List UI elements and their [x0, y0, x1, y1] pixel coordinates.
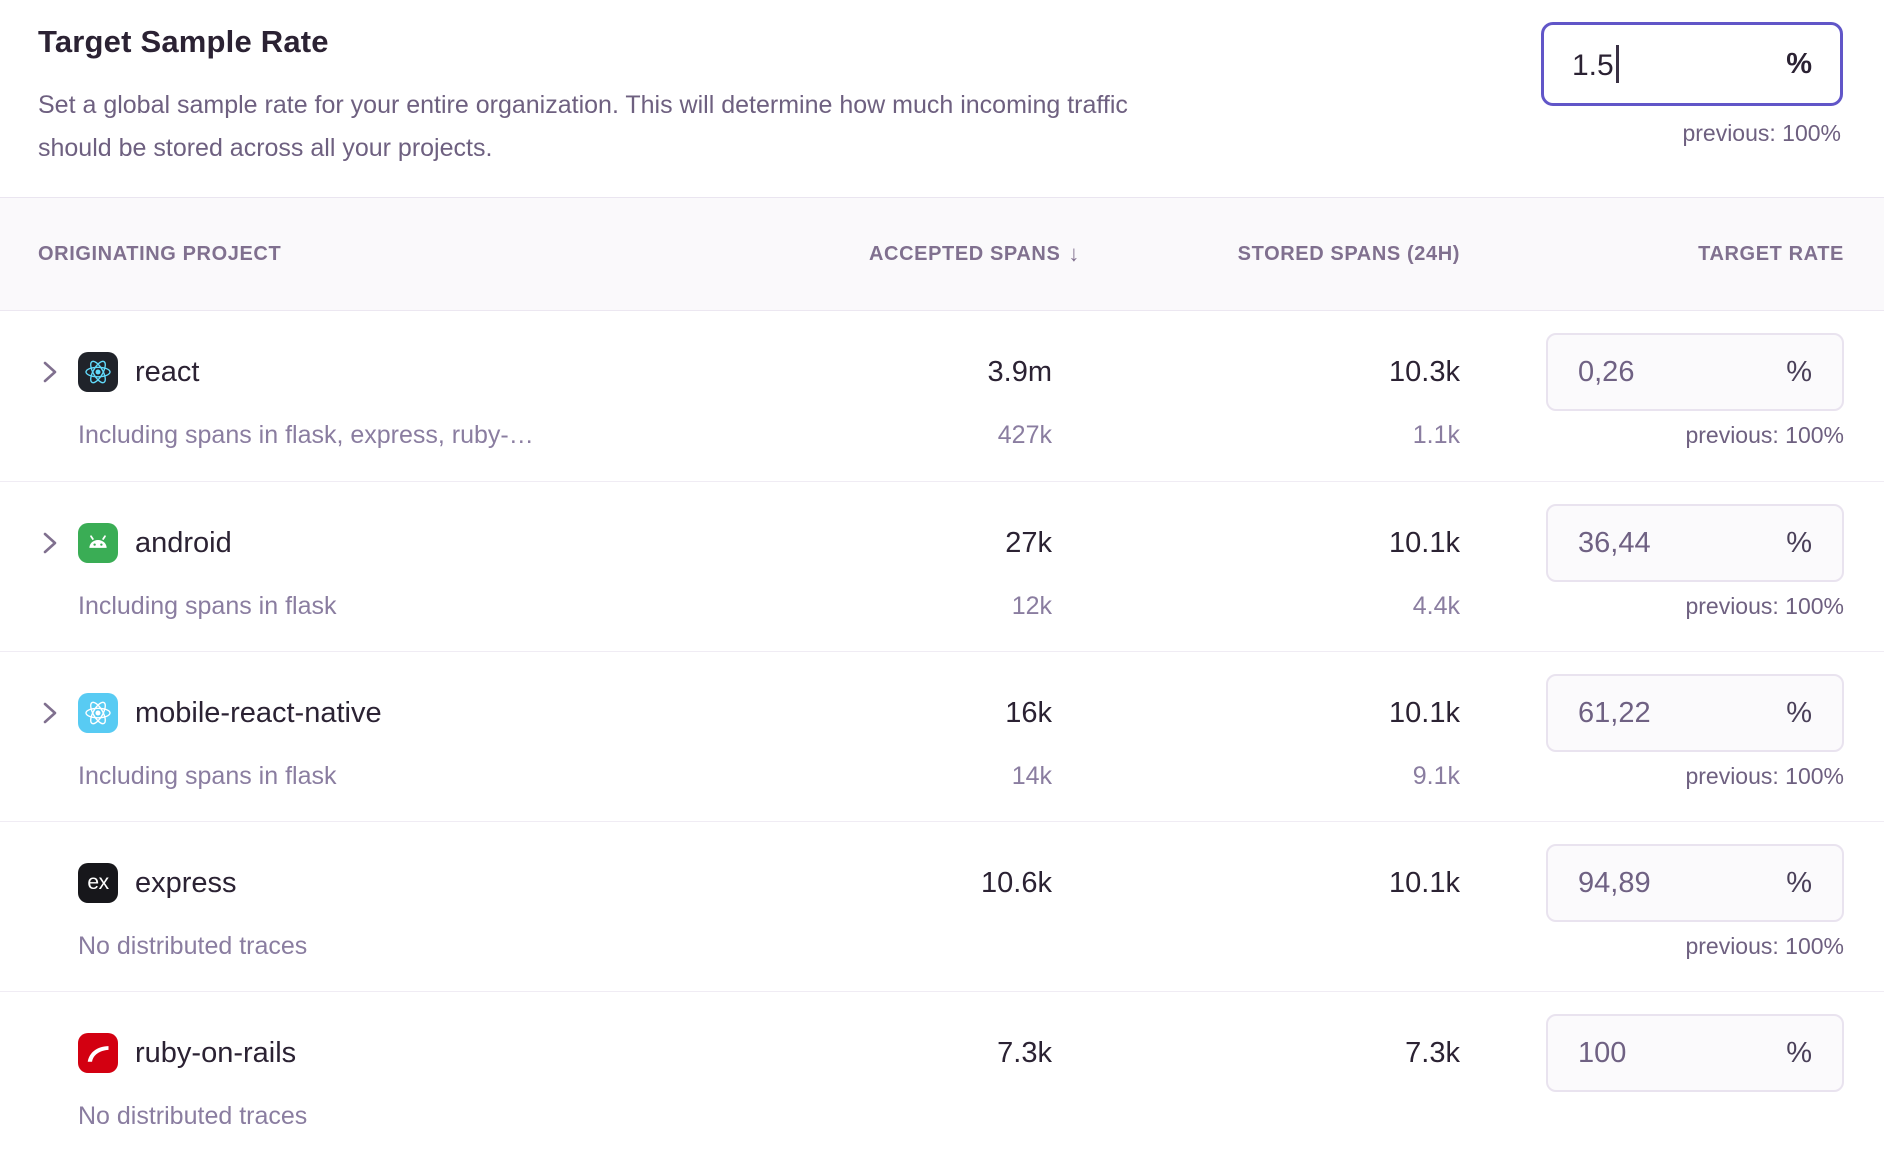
- table-row: mobile-react-native 16k 10.1k 61,22 % In…: [0, 651, 1884, 821]
- target-rate-value: 61,22: [1578, 696, 1651, 729]
- stored-spans-value: 10.1k: [1389, 526, 1460, 559]
- android-logo-icon: [78, 523, 118, 563]
- project-target-rate-input[interactable]: 100 %: [1546, 1014, 1844, 1092]
- stored-spans-value: 10.1k: [1389, 696, 1460, 729]
- accepted-spans-value: 7.3k: [997, 1036, 1052, 1069]
- sort-descending-icon: ↓: [1068, 241, 1080, 266]
- accepted-spans-value: 10.6k: [981, 866, 1052, 899]
- stored-spans-value: 10.3k: [1389, 355, 1460, 388]
- table-row: ex express 10.6k 10.1k 94,89 % No distri…: [0, 821, 1884, 991]
- react-logo-icon: [78, 352, 118, 392]
- column-header-target-rate: TARGET RATE: [1698, 242, 1844, 265]
- percent-sign: %: [1786, 526, 1812, 559]
- sub-stored-spans-value: 1.1k: [1412, 420, 1460, 449]
- distributed-traces-note: No distributed traces: [78, 1101, 308, 1130]
- accepted-spans-value: 27k: [1005, 526, 1052, 559]
- page-title: Target Sample Rate: [38, 24, 329, 59]
- global-previous-rate: previous: 100%: [1682, 120, 1841, 146]
- column-header-accepted-spans[interactable]: ACCEPTED SPANS ↓: [869, 241, 1080, 266]
- target-rate-value: 100: [1578, 1036, 1627, 1069]
- stored-spans-value: 10.1k: [1389, 866, 1460, 899]
- percent-sign: %: [1786, 1036, 1812, 1069]
- distributed-traces-note: Including spans in flask, express, ruby-…: [78, 420, 534, 449]
- target-rate-value: 36,44: [1578, 526, 1651, 559]
- project-name: react: [135, 355, 200, 388]
- expand-chevron-icon[interactable]: [38, 361, 78, 383]
- percent-sign: %: [1786, 696, 1812, 729]
- text-caret: [1615, 45, 1619, 83]
- previous-rate-label: previous: 100%: [1685, 421, 1844, 448]
- page-description-line1: Set a global sample rate for your entire…: [38, 91, 1128, 119]
- target-rate-value: 0,26: [1578, 355, 1635, 388]
- project-name: mobile-react-native: [135, 696, 382, 729]
- table-row: react 3.9m 10.3k 0,26 % Including spans …: [0, 311, 1884, 481]
- global-sample-rate-input[interactable]: 1.5 %: [1541, 22, 1843, 106]
- percent-sign: %: [1786, 47, 1812, 80]
- column-header-originating-project: ORIGINATING PROJECT: [38, 242, 282, 265]
- expand-chevron-icon[interactable]: [38, 532, 78, 554]
- previous-rate-label: previous: 100%: [1685, 762, 1844, 789]
- distributed-traces-note: Including spans in flask: [78, 591, 337, 620]
- accepted-spans-value: 16k: [1005, 696, 1052, 729]
- project-target-rate-input[interactable]: 36,44 %: [1546, 504, 1844, 582]
- percent-sign: %: [1786, 866, 1812, 899]
- table-row: ruby-on-rails 7.3k 7.3k 100 % No distrib…: [0, 991, 1884, 1160]
- distributed-traces-note: Including spans in flask: [78, 761, 337, 790]
- accepted-spans-value: 3.9m: [987, 355, 1052, 388]
- top-section: Target Sample Rate Set a global sample r…: [0, 0, 1884, 197]
- sub-stored-spans-value: 9.1k: [1412, 761, 1460, 790]
- project-target-rate-input[interactable]: 0,26 %: [1546, 333, 1844, 411]
- distributed-traces-note: No distributed traces: [78, 931, 308, 960]
- project-target-rate-input[interactable]: 61,22 %: [1546, 674, 1844, 752]
- project-target-rate-input[interactable]: 94,89 %: [1546, 844, 1844, 922]
- sub-accepted-spans-value: 14k: [1011, 761, 1052, 790]
- project-name: express: [135, 866, 237, 899]
- target-rate-value: 94,89: [1578, 866, 1651, 899]
- page-description: Set a global sample rate for your entire…: [38, 84, 1128, 170]
- percent-sign: %: [1786, 355, 1812, 388]
- table-header: ORIGINATING PROJECT ACCEPTED SPANS ↓ STO…: [0, 197, 1884, 311]
- global-sample-rate-value: 1.5: [1572, 45, 1619, 83]
- express-logo-icon: ex: [78, 863, 118, 903]
- project-name: android: [135, 526, 232, 559]
- previous-rate-label: previous: 100%: [1685, 932, 1844, 959]
- previous-rate-label: previous: 100%: [1685, 592, 1844, 619]
- sub-stored-spans-value: 4.4k: [1412, 591, 1460, 620]
- page-description-line2: should be stored across all your project…: [38, 134, 493, 162]
- sub-accepted-spans-value: 427k: [997, 420, 1052, 449]
- table-row: android 27k 10.1k 36,44 % Including span…: [0, 481, 1884, 651]
- stored-spans-value: 7.3k: [1405, 1036, 1460, 1069]
- expand-chevron-icon[interactable]: [38, 702, 78, 724]
- rails-logo-icon: [78, 1033, 118, 1073]
- sub-accepted-spans-value: 12k: [1011, 591, 1052, 620]
- project-name: ruby-on-rails: [135, 1036, 297, 1069]
- column-header-stored-spans: STORED SPANS (24H): [1237, 242, 1460, 265]
- react-native-logo-icon: [78, 693, 118, 733]
